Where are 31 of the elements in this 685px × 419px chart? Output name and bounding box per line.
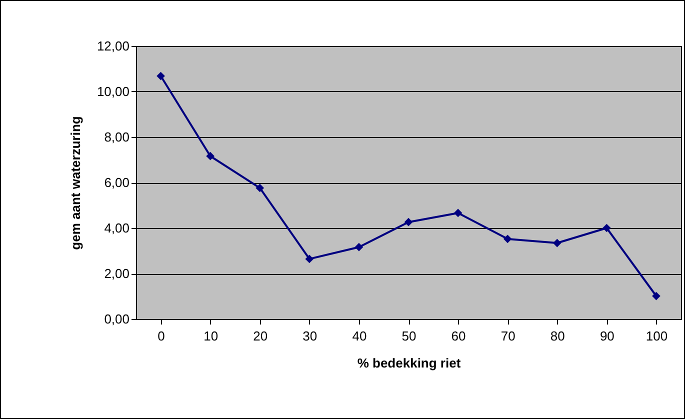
y-tick-label: 10,00 [96, 84, 130, 99]
point [552, 238, 562, 248]
point [454, 208, 462, 218]
point [503, 234, 512, 244]
y-axis-title: gem aant waterzuring [68, 116, 83, 250]
y-tick-label: 12,00 [96, 38, 130, 54]
x-tick-label: 30 [302, 328, 318, 344]
point [305, 254, 314, 264]
x-tick-label: 50 [402, 328, 416, 344]
x-tick-label: 80 [550, 328, 565, 344]
point [652, 292, 660, 300]
y-tick-label: 2,00 [104, 266, 130, 281]
point [354, 242, 364, 252]
y-tick-label: 6,00 [104, 175, 130, 190]
point [602, 224, 611, 232]
y-tick-label: 4,00 [104, 220, 130, 236]
x-tick-label: 60 [451, 328, 466, 344]
point [206, 152, 214, 160]
x-tick-label: 40 [352, 328, 367, 344]
x-axis-title: % bedekking riet [357, 356, 462, 370]
point [256, 184, 264, 192]
x-tick-label: 10 [204, 328, 218, 344]
y-tick-label: 8,00 [104, 130, 130, 144]
point [156, 72, 165, 80]
x-tick-label: 20 [253, 328, 268, 344]
x-tick-label: 70 [500, 328, 516, 344]
y-tick-label: 0,00 [104, 312, 130, 326]
x-tick-label: 100 [646, 328, 668, 344]
x-tick-label: 90 [600, 328, 614, 344]
point [404, 218, 413, 226]
x-tick-label: 0 [158, 328, 165, 344]
